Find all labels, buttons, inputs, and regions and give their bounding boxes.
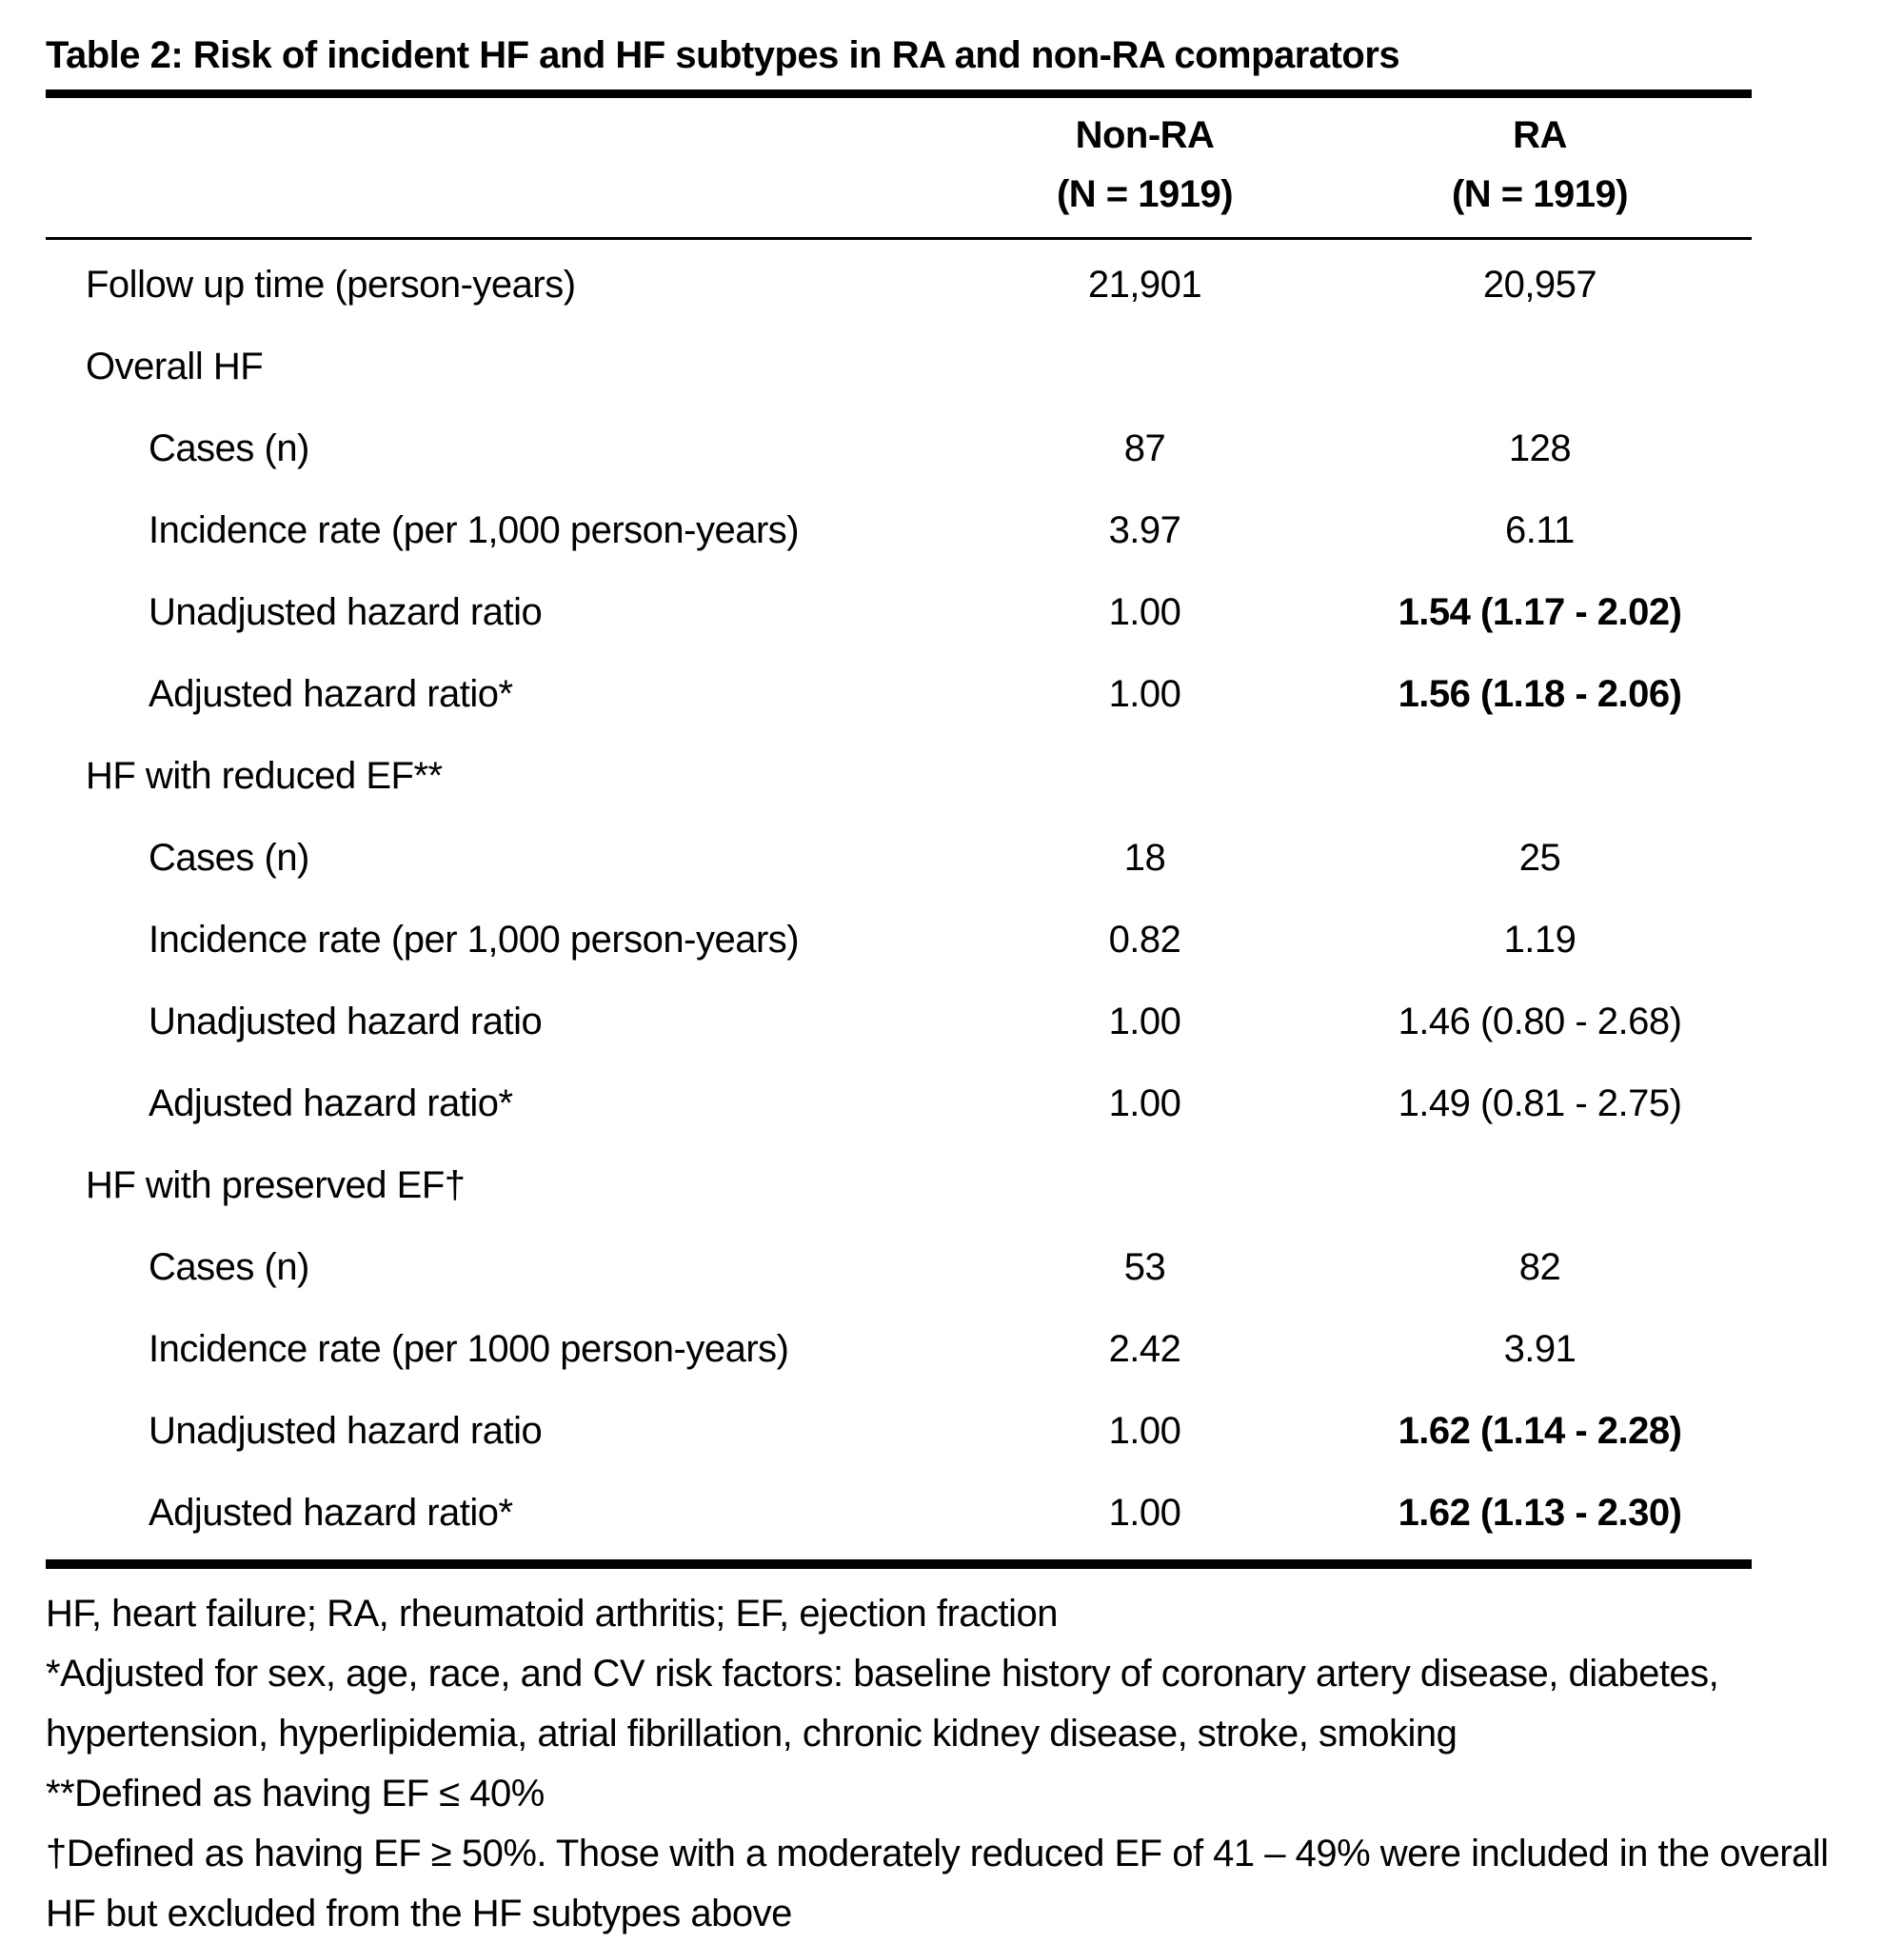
ra-value: 25	[1518, 836, 1561, 879]
non-ra-value: 1.00	[1108, 1000, 1181, 1042]
column-header-non-ra-n: (N = 1919)	[1056, 173, 1234, 215]
footnote-abbreviations: HF, heart failure; RA, rheumatoid arthri…	[46, 1593, 1059, 1635]
table-section-row-overall-hf: Overall HF	[46, 326, 1752, 407]
column-header-non-ra: Non-RA (N = 1919)	[962, 106, 1328, 224]
table-row-preserved-incidence-rate: Incidence rate (per 1000 person-years) 2…	[46, 1308, 1752, 1390]
non-ra-value: 87	[1123, 426, 1166, 469]
header-spacer	[46, 106, 962, 224]
ra-value: 1.62 (1.13 - 2.30)	[1398, 1491, 1682, 1534]
table-row-reduced-incidence-rate: Incidence rate (per 1,000 person-years) …	[46, 899, 1752, 981]
non-ra-value: 1.00	[1108, 1081, 1181, 1124]
non-ra-value: 18	[1123, 836, 1166, 879]
ra-value: 20,957	[1482, 263, 1597, 306]
column-header-non-ra-name: Non-RA	[1075, 114, 1215, 156]
non-ra-value: 2.42	[1108, 1327, 1181, 1370]
table-row-preserved-unadjusted-hr: Unadjusted hazard ratio 1.00 1.62 (1.14 …	[46, 1390, 1752, 1472]
table-row-overall-incidence-rate: Incidence rate (per 1,000 person-years) …	[46, 489, 1752, 571]
table-row-reduced-unadjusted-hr: Unadjusted hazard ratio 1.00 1.46 (0.80 …	[46, 981, 1752, 1062]
table-row-reduced-cases: Cases (n) 18 25	[46, 817, 1752, 899]
table-section-row-reduced-ef: HF with reduced EF**	[46, 735, 1752, 817]
ra-value: 1.62 (1.14 - 2.28)	[1398, 1409, 1682, 1452]
row-label: Cases (n)	[149, 426, 309, 469]
table-row-overall-cases: Cases (n) 87 128	[46, 407, 1752, 489]
column-header-ra: RA (N = 1919)	[1328, 106, 1752, 224]
row-label: Incidence rate (per 1000 person-years)	[149, 1327, 789, 1370]
ra-value: 1.54 (1.17 - 2.02)	[1398, 590, 1682, 633]
table-row-preserved-adjusted-hr: Adjusted hazard ratio* 1.00 1.62 (1.13 -…	[46, 1472, 1752, 1554]
row-label: Unadjusted hazard ratio	[149, 1409, 543, 1452]
column-header-ra-n: (N = 1919)	[1451, 173, 1629, 215]
section-label: HF with reduced EF**	[86, 754, 443, 797]
non-ra-value: 53	[1123, 1245, 1166, 1288]
row-label: Incidence rate (per 1,000 person-years)	[149, 508, 800, 551]
footnote-preserved-ef-definition: †Defined as having EF ≥ 50%. Those with …	[46, 1833, 1829, 1934]
row-label: Cases (n)	[149, 1245, 309, 1288]
row-label: Adjusted hazard ratio*	[149, 672, 513, 715]
ra-value: 82	[1518, 1245, 1561, 1288]
table-row-overall-unadjusted-hr: Unadjusted hazard ratio 1.00 1.54 (1.17 …	[46, 571, 1752, 653]
row-label: Unadjusted hazard ratio	[149, 1000, 543, 1042]
table-row-reduced-adjusted-hr: Adjusted hazard ratio* 1.00 1.49 (0.81 -…	[46, 1062, 1752, 1144]
table-section-row-preserved-ef: HF with preserved EF†	[46, 1144, 1752, 1226]
section-label: Overall HF	[86, 345, 264, 387]
ra-value: 128	[1508, 426, 1572, 469]
table-title: Table 2: Risk of incident HF and HF subt…	[46, 34, 1400, 76]
row-label: Adjusted hazard ratio*	[149, 1491, 513, 1534]
ra-value: 6.11	[1505, 508, 1575, 551]
non-ra-value: 1.00	[1108, 1491, 1181, 1534]
non-ra-value: 1.00	[1108, 590, 1181, 633]
footnote-adjustment-covariates: *Adjusted for sex, age, race, and CV ris…	[46, 1653, 1719, 1755]
column-header-ra-name: RA	[1513, 114, 1567, 156]
row-label: Incidence rate (per 1,000 person-years)	[149, 918, 800, 961]
footnotes: HF, heart failure; RA, rheumatoid arthri…	[46, 1584, 1883, 1944]
ra-value: 1.19	[1503, 918, 1577, 961]
ra-value: 1.46 (0.80 - 2.68)	[1398, 1000, 1682, 1042]
non-ra-value: 21,901	[1087, 263, 1202, 306]
table-body: Follow up time (person-years) 21,901 20,…	[46, 240, 1752, 1569]
row-label: Follow up time (person-years)	[86, 263, 576, 306]
row-label: Unadjusted hazard ratio	[149, 590, 543, 633]
table-row-follow-up-time: Follow up time (person-years) 21,901 20,…	[46, 244, 1752, 326]
section-label: HF with preserved EF†	[86, 1163, 466, 1206]
non-ra-value: 3.97	[1108, 508, 1181, 551]
ra-value: 1.56 (1.18 - 2.06)	[1398, 672, 1682, 715]
row-label: Cases (n)	[149, 836, 309, 879]
table-header: Non-RA (N = 1919) RA (N = 1919)	[46, 89, 1752, 240]
row-label: Adjusted hazard ratio*	[149, 1081, 513, 1124]
table-row-overall-adjusted-hr: Adjusted hazard ratio* 1.00 1.56 (1.18 -…	[46, 653, 1752, 735]
results-table: Non-RA (N = 1919) RA (N = 1919) Follow u…	[46, 89, 1752, 1569]
ra-value: 3.91	[1503, 1327, 1577, 1370]
non-ra-value: 1.00	[1108, 1409, 1181, 1452]
ra-value: 1.49 (0.81 - 2.75)	[1398, 1081, 1682, 1124]
table-row-preserved-cases: Cases (n) 53 82	[46, 1226, 1752, 1308]
non-ra-value: 1.00	[1108, 672, 1181, 715]
footnote-reduced-ef-definition: **Defined as having EF ≤ 40%	[46, 1773, 545, 1815]
non-ra-value: 0.82	[1108, 918, 1181, 961]
